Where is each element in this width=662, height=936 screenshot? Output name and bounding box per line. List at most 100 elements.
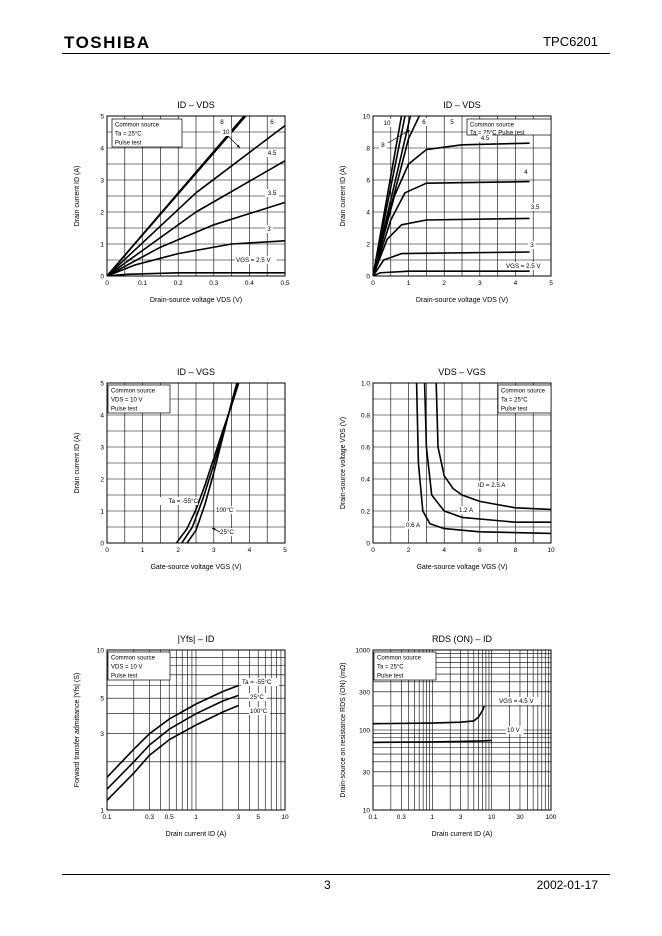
page-number: 3 [324,878,331,892]
y-axis-label: Forward transfer admittance |Yfs| (S) [74,673,81,788]
y-axis-label: Drain-source on resistance RDS (ON) (mΩ) [340,662,347,797]
y-tick-label: 10 [363,808,371,815]
curve-label-bg [381,119,393,127]
x-tick-label: 0.2 [174,280,183,287]
y-tick-label: 10 [97,648,105,655]
x-tick-label: 0.3 [209,280,218,287]
x-tick-label: 10 [281,814,289,821]
plot-frame [372,649,552,811]
conditions-box [497,384,552,414]
plot-frame [372,115,552,277]
y-tick-label: 1.0 [361,381,370,388]
series-10-v [373,739,492,744]
chart-title: |Yfs| – ID [178,634,215,644]
y-tick-label: 3 [100,731,104,738]
condition-text: VDS = 10 V [111,398,143,404]
chart-c6: RDS (ON) – ID 0.1 0.3 1 3 10 30 100 10 30 100 300 10… [340,634,557,838]
curve-label-bg [420,118,428,126]
condition-text: Common source [501,389,546,395]
y-tick-label: 1 [100,808,104,815]
series-100-c [107,704,239,801]
series-4-5 [107,160,285,276]
x-tick-label: 0.4 [245,280,254,287]
curve-label: 4 [524,169,528,176]
y-tick-label: 0 [100,274,104,281]
chart-title: ID – VGS [177,367,215,377]
curve-label-bg [405,521,426,529]
condition-text: Ta = 25°C [377,665,404,671]
chart-title: VDS – VGS [438,367,486,377]
series-vgs-2-5-v [373,270,530,276]
curve-label: 4.5 [268,150,277,157]
curve-label: 8 [220,119,224,126]
label-arrow [387,129,411,144]
curve-label: 10 [384,120,391,127]
chart-c5: |Yfs| – ID 0.1 0.3 0.5 1 3 5 10 1 3 5 10 Drain curre… [74,634,289,838]
x-tick-label: 10 [547,547,555,554]
curve-label-bg [477,134,493,142]
series-3 [107,240,285,276]
curve-label: 25°C [250,694,264,701]
y-tick-label: 1 [100,242,104,249]
x-tick-label: 0 [371,280,375,287]
curve-label: 10 V [507,727,521,734]
chart-title: ID – VDS [443,100,481,110]
y-tick-label: 6 [366,178,370,185]
x-tick-label: 0.3 [145,814,154,821]
chart-grid [373,383,551,543]
label-arrowhead [236,144,240,148]
x-tick-label: 0.5 [165,814,174,821]
conditions-box [107,384,171,414]
condition-text: Common source [111,389,156,395]
toshiba-logo: TOSHIBA [64,33,151,52]
plot-frame [106,115,286,277]
x-axis-label: Drain current ID (A) [166,831,227,838]
curve-label: 4.5 [481,135,490,142]
series-id-2-5-a [435,383,551,511]
condition-text: Common source [111,656,156,662]
series-3-5 [373,217,530,276]
curve-label-bg [505,262,547,270]
footer-date: 2002-01-17 [536,878,598,892]
curve-label: 100°C [250,708,268,715]
y-tick-label: 3 [100,178,104,185]
curve-label: 100°C [216,507,234,514]
series-0-6-a [415,383,551,535]
series-6 [107,124,285,276]
chart-series-group [373,705,492,744]
curve-label: VGS = 4.5 V [499,698,534,705]
y-tick-label: 0 [100,541,104,548]
y-tick-label: 0.2 [361,509,370,516]
x-axis-label: Gate-source voltage VGS (V) [150,564,241,571]
x-tick-label: 0.3 [397,814,406,821]
curve-label-bg [215,506,236,514]
curve-label: Ta = -55°C [169,498,199,505]
condition-text: VDS = 10 V [111,665,143,671]
y-tick-label: 0.8 [361,413,370,420]
y-tick-label: 5 [100,114,104,121]
x-tick-label: 4 [514,280,518,287]
curve-label: 6 [422,119,426,126]
y-tick-label: 2 [366,242,370,249]
y-tick-label: 300 [359,689,370,696]
curve-label: Ta = -55°C [242,679,272,686]
condition-text: Common source [470,123,515,129]
x-tick-label: 3 [478,280,482,287]
curve-label-bg [235,256,277,264]
x-axis-label: Drain-source voltage VDS (V) [416,297,508,304]
curve-label: 3.5 [531,204,540,211]
curve-label-bg [249,693,267,701]
series-25-c [107,694,239,790]
curve-label: ID = 2.5 A [478,482,506,489]
x-tick-label: 0.5 [280,280,289,287]
x-tick-label: 4 [442,547,446,554]
y-tick-label: 0 [366,541,370,548]
curve-label-bg [265,225,273,233]
plot-frame [372,382,552,544]
curve-label-bg [220,128,232,136]
curve-label-bg [264,149,280,157]
chart-c4: VDS – VGS 0 2 4 6 8 10 0 0.2 0.4 0.6 0.8 1.0 Gate-sou… [340,367,555,571]
series-4-5 [373,142,530,276]
x-tick-label: 6 [478,547,482,554]
